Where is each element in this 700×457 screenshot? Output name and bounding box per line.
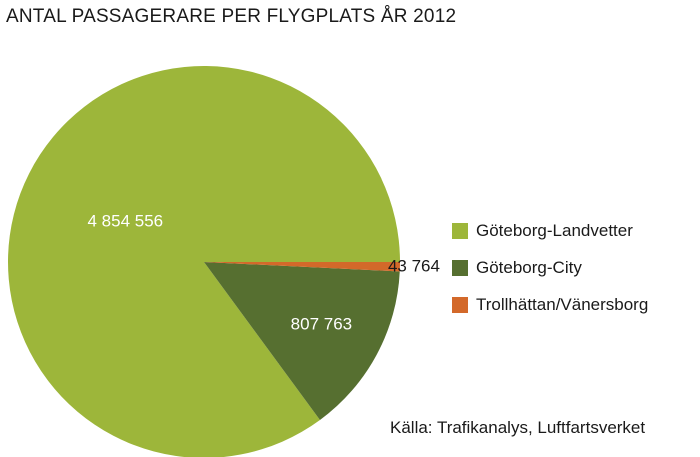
slice-city — [204, 262, 400, 421]
value-label-landvetter: 4 854 556 — [87, 212, 163, 231]
legend: Göteborg-Landvetter Göteborg-City Trollh… — [452, 212, 648, 323]
legend-swatch — [452, 296, 468, 313]
legend-item-landvetter: Göteborg-Landvetter — [452, 212, 648, 249]
pie-slices — [8, 66, 400, 457]
slice-landvetter — [8, 66, 400, 457]
legend-swatch — [452, 222, 468, 239]
legend-label: Trollhättan/Vänersborg — [476, 294, 649, 314]
legend-swatch — [452, 259, 468, 276]
value-label-city: 807 763 — [291, 315, 352, 334]
legend-label: Göteborg-City — [476, 257, 582, 277]
legend-label: Göteborg-Landvetter — [476, 220, 633, 240]
value-label-trollhattan: 43 764 — [388, 257, 440, 276]
source-note: Källa: Trafikanalys, Luftfartsverket — [390, 418, 646, 437]
slice-trollhattan — [204, 262, 400, 272]
legend-item-city: Göteborg-City — [452, 249, 648, 286]
pie-labels: 4 854 556 807 763 43 764 — [87, 212, 439, 334]
chart-title: ANTAL PASSAGERARE PER FLYGPLATS ÅR 2012 — [6, 6, 457, 27]
legend-item-trollhattan: Trollhättan/Vänersborg — [452, 286, 648, 323]
